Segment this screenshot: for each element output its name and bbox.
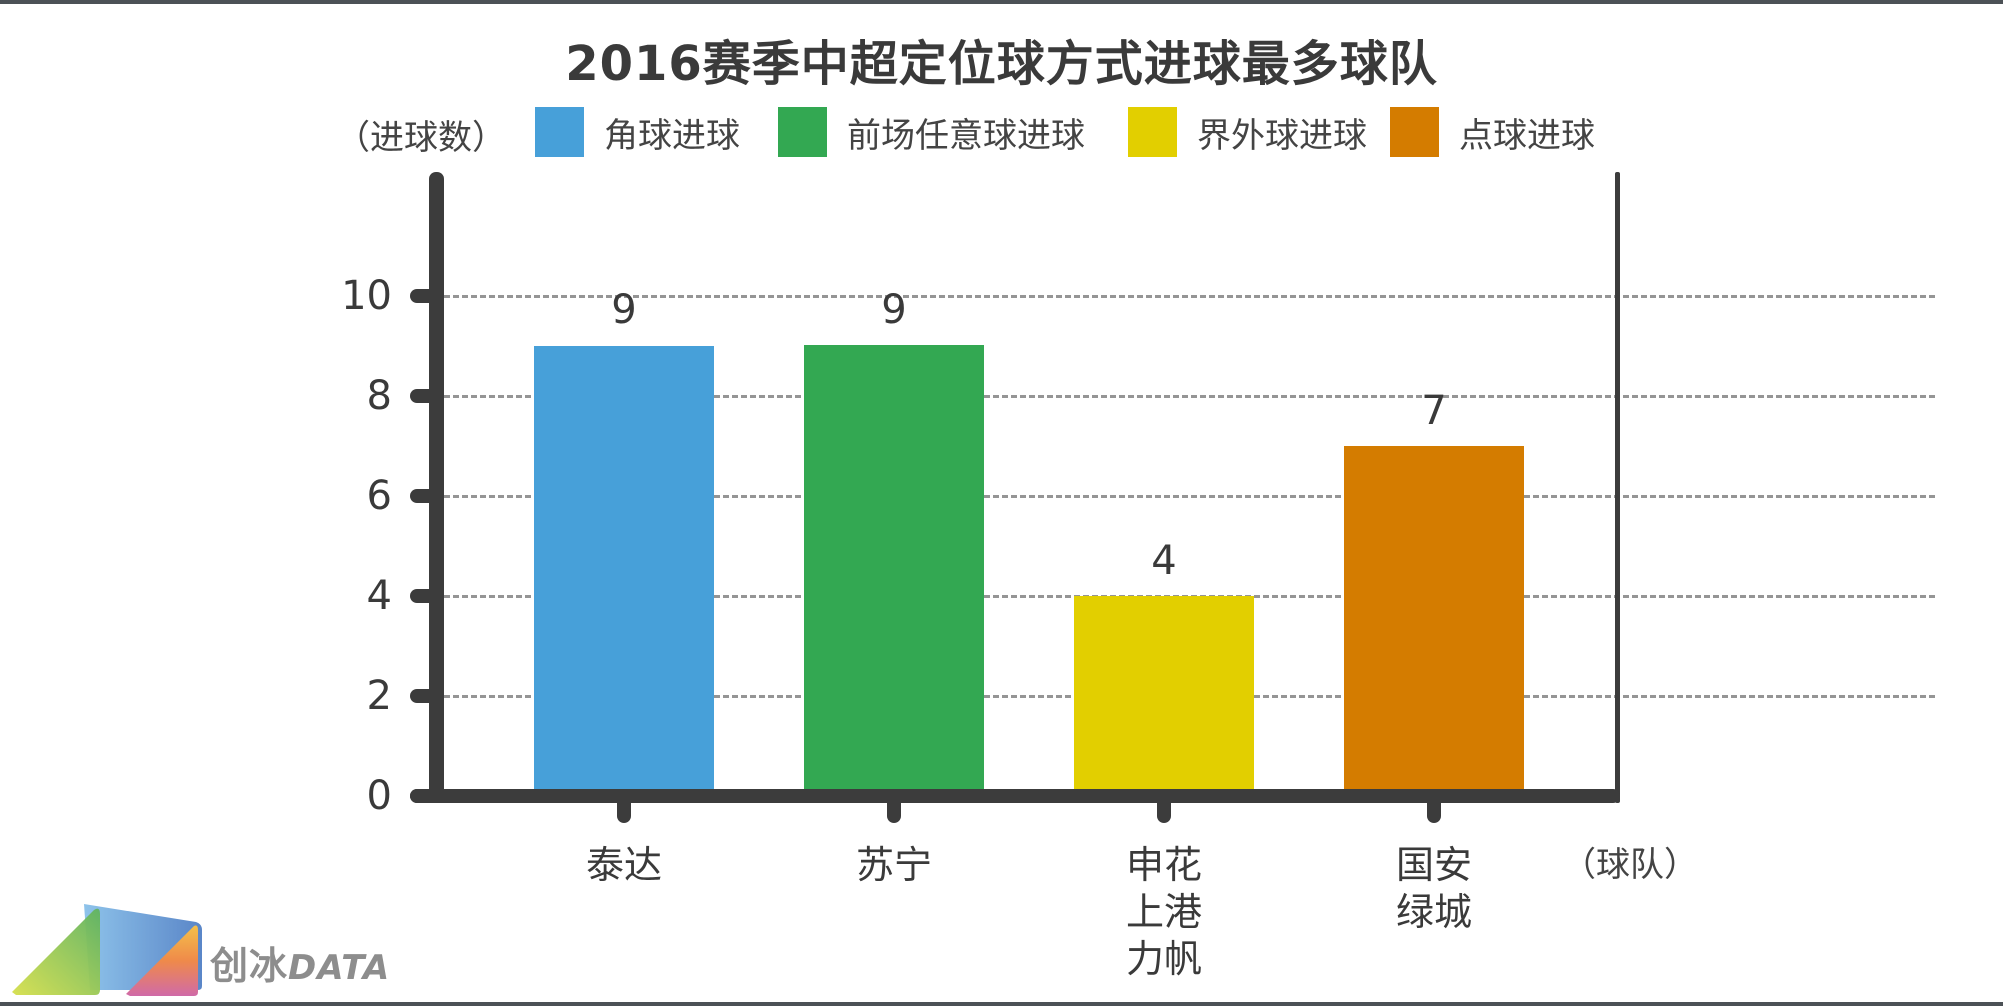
x-axis-unit-label: （球队） bbox=[1562, 845, 1698, 885]
legend-swatch-corner bbox=[535, 107, 584, 157]
x-category-label: 泰达 bbox=[524, 842, 724, 889]
x-label-line: 绿城 bbox=[1395, 890, 1472, 934]
legend-label: 角球进球 bbox=[604, 115, 740, 156]
bar-value-label: 4 bbox=[1151, 538, 1177, 584]
bar-guoan-lvcheng bbox=[1344, 446, 1524, 796]
y-tick-label: 0 bbox=[366, 773, 392, 819]
x-tick bbox=[617, 796, 631, 823]
y-tick-6 bbox=[410, 489, 440, 503]
y-tick-label: 6 bbox=[366, 473, 392, 519]
bar-value-label: 9 bbox=[881, 287, 907, 333]
x-tick bbox=[887, 796, 901, 823]
legend-item-corner: 角球进球 bbox=[535, 107, 740, 157]
legend-swatch-freekick bbox=[778, 107, 827, 157]
legend-item-throwin: 界外球进球 bbox=[1128, 107, 1367, 157]
y-axis-line bbox=[429, 172, 444, 803]
legend-swatch-throwin bbox=[1128, 107, 1177, 157]
y-tick-10 bbox=[410, 289, 440, 303]
x-label-line: 申花 bbox=[1125, 843, 1202, 887]
x-axis-line bbox=[410, 789, 1620, 803]
legend-item-penalty: 点球进球 bbox=[1390, 107, 1595, 157]
y-tick-label: 8 bbox=[366, 373, 392, 419]
brand-logo-text: 创冰DATA bbox=[210, 935, 390, 990]
bar-shenhua-shanggang-lifan bbox=[1074, 596, 1254, 796]
top-border bbox=[0, 0, 2003, 4]
x-category-label: 申花 上港 力帆 bbox=[1064, 842, 1264, 983]
x-category-label: 国安 绿城 bbox=[1334, 842, 1534, 936]
bottom-border bbox=[0, 1002, 2003, 1006]
y-axis-unit-label: （进球数） bbox=[336, 118, 506, 158]
chart-title: 2016赛季中超定位球方式进球最多球队 bbox=[565, 36, 1438, 92]
x-tick bbox=[1427, 796, 1441, 823]
gridline-6 bbox=[444, 495, 1935, 498]
bar-taida bbox=[534, 346, 714, 796]
bar-suning bbox=[804, 345, 984, 796]
logo-text-cn: 创冰 bbox=[210, 944, 289, 988]
legend-label: 点球进球 bbox=[1459, 115, 1595, 156]
y-tick-label: 4 bbox=[366, 573, 392, 619]
legend-swatch-penalty bbox=[1390, 107, 1439, 157]
y-tick-label: 2 bbox=[366, 673, 392, 719]
x-label-line: 国安 bbox=[1395, 843, 1472, 887]
x-label-line: 泰达 bbox=[585, 843, 662, 887]
brand-logo-icon bbox=[10, 900, 430, 1000]
bar-value-label: 9 bbox=[611, 287, 637, 333]
right-axis-line bbox=[1615, 172, 1620, 803]
legend-item-freekick: 前场任意球进球 bbox=[778, 107, 1085, 157]
y-tick-4 bbox=[410, 589, 440, 603]
y-tick-label: 10 bbox=[341, 273, 392, 319]
y-tick-2 bbox=[410, 689, 440, 703]
bar-value-label: 7 bbox=[1421, 388, 1447, 434]
y-tick-8 bbox=[410, 389, 440, 403]
x-category-label: 苏宁 bbox=[794, 842, 994, 889]
logo-text-en: DATA bbox=[288, 948, 391, 988]
legend-label: 前场任意球进球 bbox=[847, 115, 1085, 156]
x-tick bbox=[1157, 796, 1171, 823]
x-label-line: 力帆 bbox=[1125, 937, 1202, 981]
gridline-8 bbox=[444, 395, 1935, 398]
x-label-line: 上港 bbox=[1125, 890, 1202, 934]
gridline-10 bbox=[444, 295, 1935, 298]
legend-label: 界外球进球 bbox=[1197, 115, 1367, 156]
y-tick-0 bbox=[410, 789, 440, 803]
x-label-line: 苏宁 bbox=[855, 843, 932, 887]
